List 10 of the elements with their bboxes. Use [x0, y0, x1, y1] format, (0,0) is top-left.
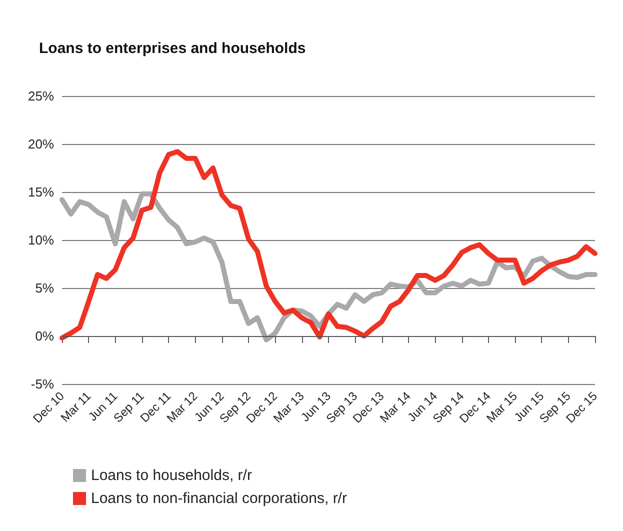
- chart-title: Loans to enterprises and households: [39, 40, 306, 57]
- y-tick-label: 10%: [28, 232, 54, 248]
- legend-label: Loans to households, r/r: [91, 467, 252, 484]
- y-tick-label: 25%: [28, 88, 54, 104]
- y-tick-label: 5%: [35, 280, 54, 296]
- y-tick-label: 15%: [28, 184, 54, 200]
- legend-label: Loans to non-financial corporations, r/r: [91, 490, 347, 507]
- y-tick-label: -5%: [30, 376, 54, 392]
- y-tick-label: 20%: [28, 136, 54, 152]
- y-tick-label: 0%: [35, 328, 54, 344]
